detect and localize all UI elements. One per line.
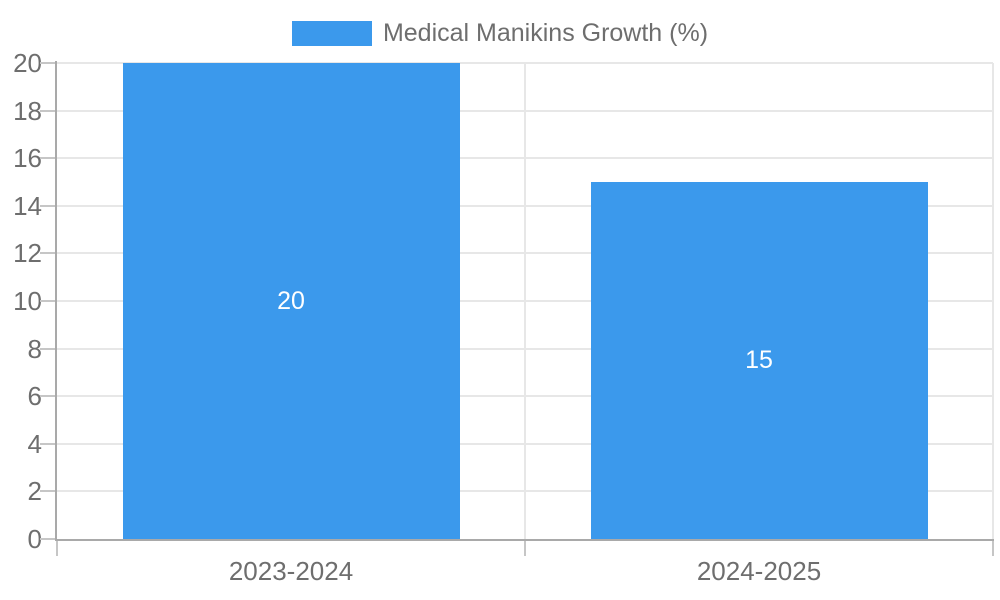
y-tick-mark <box>40 347 55 350</box>
x-axis-line <box>56 539 994 541</box>
y-tick-mark <box>40 395 55 398</box>
y-tick-mark <box>40 62 55 64</box>
y-tick-label: 20 <box>13 48 42 78</box>
y-tick-label: 4 <box>27 428 42 459</box>
y-tick-label: 18 <box>13 95 42 126</box>
x-tick-mark <box>524 539 526 556</box>
x-axis-label: 2023-2024 <box>228 556 354 586</box>
x-axis-label: 2024-2025 <box>696 556 822 586</box>
legend-label: Medical Manikins Growth (%) <box>382 19 709 47</box>
y-tick-label: 16 <box>13 143 42 174</box>
x-tick-mark <box>56 539 58 556</box>
y-tick-label: 0 <box>27 524 42 554</box>
y-tick-label: 8 <box>27 333 42 364</box>
y-tick-label: 12 <box>13 238 42 269</box>
y-tick-mark <box>40 490 55 493</box>
y-tick-mark <box>40 204 55 207</box>
y-tick-mark <box>40 300 55 302</box>
y-tick-mark <box>40 252 55 255</box>
y-tick-label: 2 <box>27 476 42 507</box>
bar-2024-2025: 15 <box>590 182 928 539</box>
y-tick-mark <box>40 109 55 112</box>
y-axis-line <box>55 61 57 541</box>
y-tick-label: 10 <box>13 286 42 316</box>
y-tick-label: 14 <box>13 190 42 221</box>
plot-area: 20 15 <box>40 62 994 556</box>
x-tick-mark <box>992 539 994 556</box>
y-tick-mark <box>40 442 55 445</box>
legend-swatch-icon <box>291 21 372 46</box>
category-boundary-gridline <box>524 63 526 539</box>
bar-value-label: 20 <box>277 286 305 315</box>
bar-2023-2024: 20 <box>122 63 460 539</box>
y-tick-mark <box>40 157 55 160</box>
legend[interactable]: Medical Manikins Growth (%) <box>0 19 1000 48</box>
bar-value-label: 15 <box>745 346 773 374</box>
category-boundary-gridline <box>992 63 994 539</box>
y-tick-label: 6 <box>27 381 42 412</box>
y-tick-mark <box>40 538 55 540</box>
